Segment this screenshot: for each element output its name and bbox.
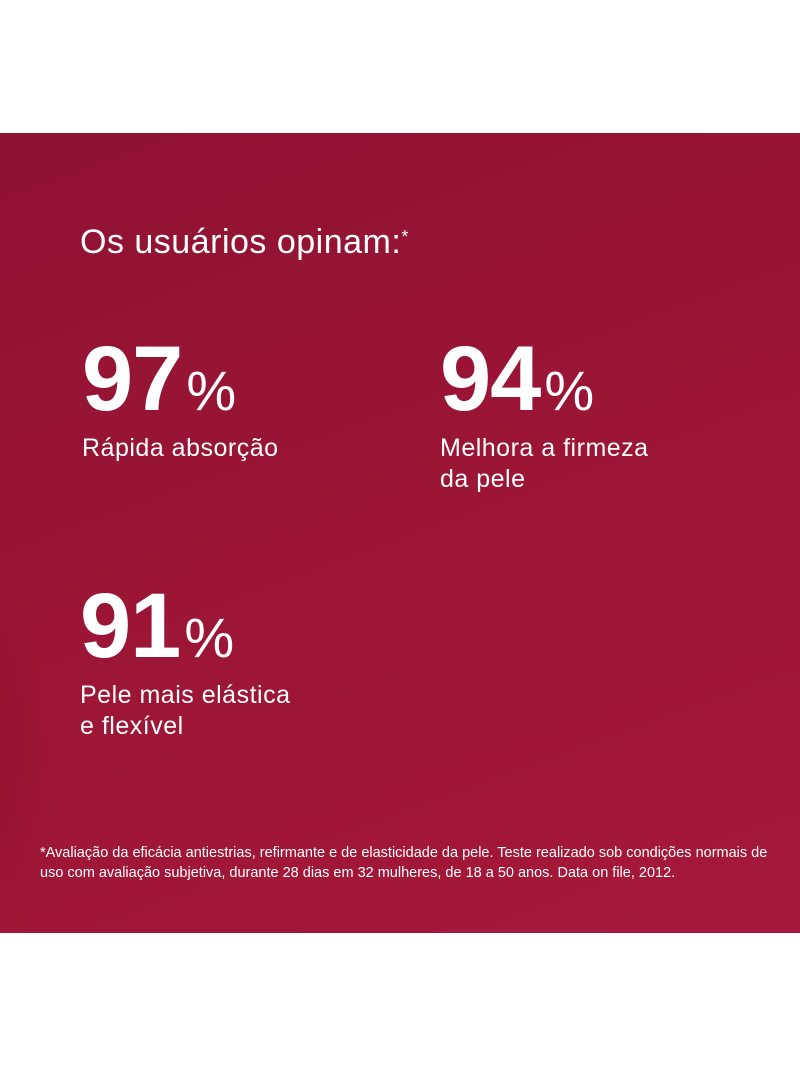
stat-absorption: 97% Rápida absorção <box>82 333 279 464</box>
stat-unit: % <box>186 359 237 422</box>
footnote: *Avaliação da eficácia antiestrias, refi… <box>40 845 768 881</box>
stat-value: 91% <box>80 580 290 672</box>
stat-label: Rápida absorção <box>82 434 279 462</box>
stat-elasticity: 91% Pele mais elástica e flexível <box>80 580 290 743</box>
promo-panel: Os usuários opinam:* 97% Rápida absorção… <box>0 133 800 933</box>
stat-number: 91 <box>80 575 181 677</box>
heading-asterisk: * <box>401 227 409 247</box>
stat-value: 97% <box>82 333 279 425</box>
stat-number: 94 <box>440 328 541 430</box>
stat-firmness: 94% Melhora a firmeza da pele <box>440 333 649 496</box>
stat-label: Melhora a firmeza da pele <box>440 434 649 494</box>
stat-label: Pele mais elástica e flexível <box>80 681 291 741</box>
heading-text: Os usuários opinam: <box>80 223 402 261</box>
stat-number: 97 <box>82 328 183 430</box>
heading: Os usuários opinam:* <box>80 223 409 262</box>
stat-unit: % <box>544 359 595 422</box>
stat-value: 94% <box>440 333 649 425</box>
stat-unit: % <box>184 606 235 669</box>
